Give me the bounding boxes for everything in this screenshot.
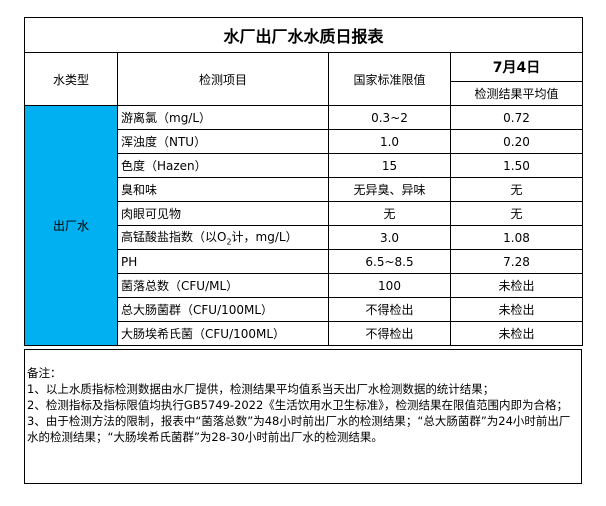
limit-cell: 6.5~8.5 <box>328 249 451 274</box>
table-row: 臭和味 无异臭、异味无 <box>25 177 584 202</box>
item-cell: 游离氯（mg/L） <box>117 105 329 130</box>
table-row: 出厂水 游离氯（mg/L） 0.3~2 0.72 <box>24 105 584 346</box>
table-row: PH 6.5~8.5 7.28 <box>25 249 584 274</box>
item-cell: 色度（Hazen） <box>117 153 329 178</box>
notes-heading: 备注： <box>27 366 62 380</box>
item-cell: 大肠埃希氏菌（CFU/100ML） <box>117 321 329 346</box>
limit-cell: 3.0 <box>328 225 451 250</box>
limit-cell: 不得检出 <box>328 297 451 322</box>
table-row: 菌落总数（CFU/ML） 100 未检出 <box>25 273 584 298</box>
result-cell: 0.72 <box>449 105 584 130</box>
result-cell: 0.20 <box>449 129 584 154</box>
item-cell: 菌落总数（CFU/ML） <box>117 273 329 298</box>
limit-cell: 15 <box>328 153 451 178</box>
item-cell: 浑浊度（NTU） <box>117 129 329 154</box>
header-result: 检测结果平均值 <box>449 81 584 106</box>
item-cell: 高锰酸盐指数（以O2计，mg/L） <box>117 225 329 250</box>
table-row: 大肠埃希氏菌（CFU/100ML） 不得检出 未检出 <box>25 321 584 346</box>
item-cell: PH <box>117 249 329 274</box>
limit-cell: 无异臭、异味 <box>328 177 451 202</box>
notes: 备注： 1、以上水质指标检测数据由水厂提供，检测结果平均值系当天出厂水检测数据的… <box>24 349 582 484</box>
limit-cell: 不得检出 <box>328 321 451 346</box>
water-type-cell: 出厂水 <box>24 105 118 346</box>
item-cell: 肉眼可见物 <box>117 201 329 226</box>
header-date: 7月4日 <box>449 52 584 82</box>
note-line: 1、以上水质指标检测数据由水厂提供，检测结果平均值系当天出厂水检测数据的统计结果… <box>27 382 495 396</box>
result-cell: 无 <box>449 177 584 202</box>
result-cell: 未检出 <box>449 321 584 346</box>
result-cell: 7.28 <box>449 249 584 274</box>
table-row: 肉眼可见物无无 <box>25 201 584 226</box>
item-cell: 臭和味 <box>117 177 329 202</box>
limit-cell: 100 <box>328 273 451 298</box>
limit-cell: 1.0 <box>328 129 451 154</box>
limit-cell: 无 <box>328 201 451 226</box>
note-line: 2、检测指标及指标限值均执行GB5749-2022《生活饮用水卫生标准》，检测结… <box>27 398 569 412</box>
limit-cell: 0.3~2 <box>328 105 451 130</box>
result-cell: 无 <box>449 201 584 226</box>
table-row: 浑浊度（NTU） 1.0 0.20 <box>25 129 584 154</box>
result-cell: 未检出 <box>449 297 584 322</box>
result-cell: 1.08 <box>449 225 584 250</box>
note-line: 3、由于检测方法的限制，报表中“菌落总数”为48小时前出厂水的检测结果；“总大肠… <box>27 414 571 444</box>
table-row: 色度（Hazen） 15 1.50 <box>25 153 584 178</box>
result-cell: 未检出 <box>449 273 584 298</box>
header-item: 检测项目 <box>117 52 329 106</box>
table-row: 高锰酸盐指数（以O2计，mg/L） 3.0 1.08 <box>25 225 584 250</box>
result-cell: 1.50 <box>449 153 584 178</box>
water-quality-table: 水厂出厂水水质日报表 水类型 检测项目 国家标准限值 7月4日 检测结果平均值 … <box>23 17 584 346</box>
header-limit: 国家标准限值 <box>328 52 451 106</box>
header-water-type: 水类型 <box>24 52 118 106</box>
item-cell: 总大肠菌群（CFU/100ML） <box>117 297 329 322</box>
report-title: 水厂出厂水水质日报表 <box>23 17 584 53</box>
